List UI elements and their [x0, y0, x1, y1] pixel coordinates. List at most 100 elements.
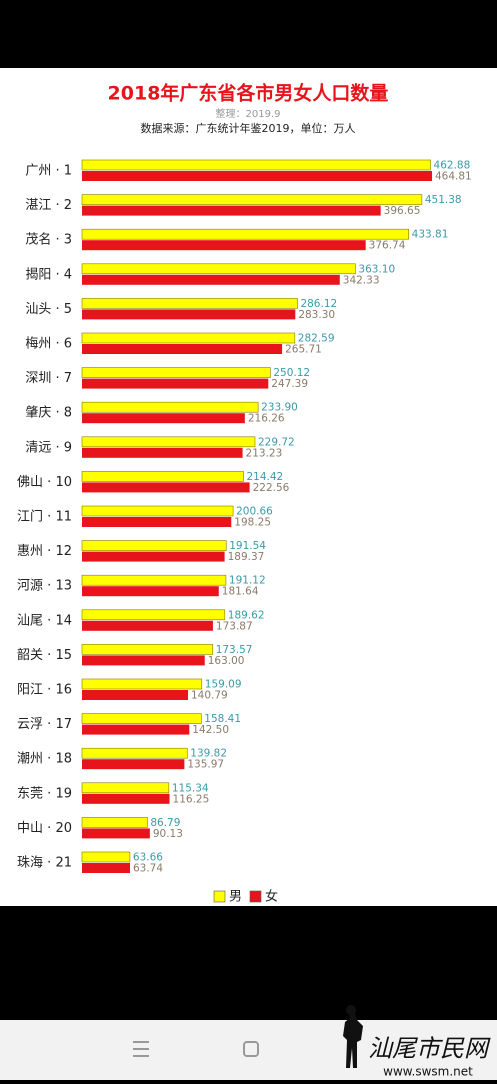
value-label: 286.12: [300, 298, 337, 310]
value-label: 265.71: [285, 344, 322, 356]
category-label: 惠州 · 12: [17, 544, 72, 559]
chart-source: 数据来源：广东统计年鉴2019，单位：万人: [141, 121, 356, 135]
value-label: 173.57: [216, 644, 253, 656]
bar: [82, 793, 170, 804]
value-label: 135.97: [187, 759, 224, 771]
legend-swatch: [249, 890, 262, 903]
value-label: 247.39: [271, 378, 308, 390]
value-label: 342.33: [343, 274, 380, 286]
bar: [82, 690, 189, 700]
value-label: 376.74: [369, 240, 406, 252]
value-label: 189.62: [228, 609, 265, 621]
legend-label: 女: [265, 889, 278, 905]
bar: [81, 367, 271, 378]
category-label: 梅州 · 6: [25, 337, 72, 352]
value-label: 200.66: [236, 506, 273, 518]
bar: [81, 436, 256, 448]
value-label: 163.00: [208, 655, 245, 667]
value-label: 214.42: [246, 471, 283, 483]
bar: [81, 851, 131, 863]
value-label: 198.25: [234, 517, 271, 529]
bar: [81, 678, 203, 690]
bar: [82, 482, 250, 493]
value-label: 142.50: [192, 724, 229, 736]
bar: [81, 817, 148, 828]
bar: [82, 863, 130, 873]
legend-swatch: [213, 890, 226, 903]
bar: [82, 309, 296, 320]
value-label: 464.81: [435, 171, 472, 183]
value-label: 216.26: [248, 413, 285, 425]
legend-label: 男: [229, 890, 242, 905]
category-label: 江门 · 11: [17, 510, 72, 525]
category-label: 河源 · 13: [17, 579, 72, 594]
value-label: 222.56: [253, 482, 290, 494]
value-label: 191.12: [229, 575, 266, 587]
value-label: 213.23: [246, 447, 283, 459]
bar: [82, 378, 269, 389]
watermark-figure: [343, 1010, 363, 1068]
bar: [82, 724, 190, 735]
bar: [81, 159, 431, 171]
category-label: 揭阳 · 4: [25, 267, 72, 282]
value-label: 63.66: [133, 852, 163, 864]
value-label: 451.38: [425, 194, 462, 206]
category-label: 广州 · 1: [25, 164, 72, 179]
category-label: 中山 · 20: [17, 821, 72, 836]
value-label: 181.64: [222, 586, 259, 598]
bar: [81, 194, 423, 205]
bar: [82, 171, 433, 181]
value-label: 116.25: [173, 793, 210, 805]
bar: [81, 401, 259, 413]
bar: [82, 759, 185, 770]
value-label: 189.37: [228, 551, 265, 563]
value-label: 462.88: [434, 160, 471, 172]
bar: [81, 298, 298, 309]
bar: [81, 505, 234, 517]
value-label: 283.30: [298, 309, 335, 321]
value-label: 159.09: [205, 679, 242, 691]
category-label: 珠海 · 21: [17, 856, 72, 871]
bar: [82, 551, 225, 562]
bar: [81, 747, 188, 759]
bar: [82, 517, 232, 527]
category-label: 湛江 · 2: [25, 198, 72, 213]
category-label: 清远 · 9: [25, 440, 72, 455]
bar: [81, 574, 227, 586]
bar: [81, 644, 213, 655]
category-label: 东莞 · 19: [17, 786, 72, 801]
category-label: 阳江 · 16: [17, 683, 72, 698]
category-label: 茂名 · 3: [25, 232, 72, 248]
category-label: 肇庆 · 8: [25, 406, 72, 421]
value-label: 229.72: [258, 436, 295, 448]
bar: [81, 540, 227, 551]
category-label: 汕尾 · 14: [17, 613, 72, 628]
bar: [81, 332, 296, 344]
nav-icons[interactable]: [133, 1041, 259, 1057]
bar: [82, 240, 366, 251]
bar: [82, 413, 245, 424]
bar: [82, 655, 205, 666]
category-label: 韶关 · 15: [17, 647, 72, 663]
bar: [82, 274, 340, 285]
value-label: 63.74: [133, 863, 163, 875]
bar: [81, 782, 170, 794]
bar: [81, 228, 409, 240]
value-label: 282.59: [298, 333, 335, 345]
bar: [82, 344, 283, 354]
bar: [82, 828, 150, 839]
bar: [82, 447, 243, 458]
bar: [81, 263, 356, 275]
category-label: 潮州 · 18: [17, 752, 72, 767]
value-label: 396.65: [384, 205, 421, 217]
category-label: 汕头 · 5: [25, 302, 72, 317]
value-label: 173.87: [216, 620, 253, 632]
value-label: 140.79: [191, 690, 228, 702]
category-label: 深圳 · 7: [25, 371, 72, 386]
chart-subtitle: 整理：2019.9: [216, 107, 281, 120]
value-label: 191.54: [229, 540, 266, 552]
bar: [82, 205, 381, 216]
watermark-text: 汕尾市民网: [368, 1035, 491, 1063]
watermark-url: www.swsm.net: [383, 1065, 473, 1079]
value-label: 90.13: [153, 828, 183, 840]
